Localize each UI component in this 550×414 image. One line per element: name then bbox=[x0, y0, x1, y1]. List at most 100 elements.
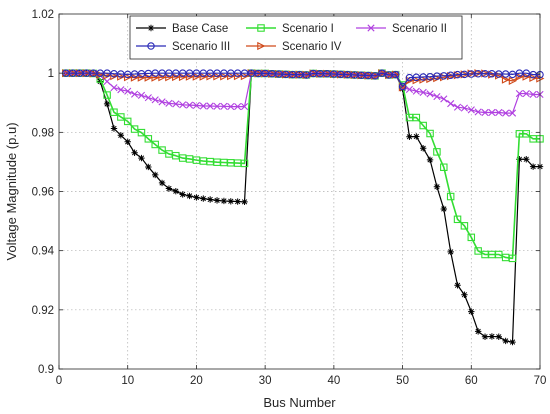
data-point bbox=[227, 198, 234, 205]
data-point bbox=[426, 156, 434, 164]
series-lines bbox=[62, 69, 545, 346]
data-point bbox=[502, 337, 509, 345]
x-tick-label: 40 bbox=[327, 375, 340, 387]
data-point bbox=[172, 100, 180, 108]
data-point bbox=[206, 102, 214, 110]
data-point bbox=[447, 100, 455, 108]
data-point bbox=[515, 89, 523, 98]
data-point bbox=[405, 76, 414, 85]
data-point bbox=[158, 98, 166, 106]
data-point bbox=[185, 72, 194, 81]
data-point bbox=[199, 72, 208, 81]
data-point bbox=[124, 138, 131, 145]
data-point bbox=[178, 72, 188, 82]
data-point bbox=[474, 108, 482, 116]
data-point bbox=[110, 125, 118, 132]
y-tick-label: 1.02 bbox=[32, 9, 54, 21]
data-point bbox=[446, 192, 455, 201]
legend-item: Scenario IV bbox=[246, 41, 342, 53]
y-tick-label: 1 bbox=[48, 68, 54, 80]
data-point bbox=[186, 192, 193, 200]
data-point bbox=[468, 308, 475, 315]
data-point bbox=[172, 72, 181, 82]
data-point bbox=[398, 82, 407, 91]
data-point bbox=[426, 90, 434, 98]
legend-label: Base Case bbox=[172, 23, 228, 35]
data-point bbox=[495, 333, 502, 340]
data-point bbox=[213, 72, 222, 81]
data-point bbox=[117, 72, 126, 81]
legend-item: Scenario I bbox=[246, 23, 334, 35]
data-point bbox=[453, 103, 462, 111]
data-point bbox=[185, 101, 194, 109]
data-point bbox=[419, 88, 427, 96]
data-point bbox=[515, 72, 524, 81]
data-point bbox=[220, 72, 229, 81]
data-point bbox=[172, 188, 180, 195]
data-point bbox=[240, 159, 249, 168]
y-tick-label: 0.92 bbox=[32, 305, 54, 317]
x-tick-label: 10 bbox=[121, 375, 134, 387]
data-point bbox=[433, 183, 441, 190]
data-point bbox=[206, 196, 214, 203]
data-point bbox=[412, 113, 421, 122]
data-point bbox=[103, 71, 112, 80]
data-point bbox=[130, 90, 139, 98]
legend-item: Scenario III bbox=[136, 41, 230, 53]
series-scenario-iii bbox=[62, 69, 544, 91]
legend-box bbox=[129, 15, 463, 60]
data-point bbox=[433, 92, 441, 101]
data-point bbox=[406, 133, 413, 140]
data-point bbox=[529, 163, 537, 170]
data-point bbox=[501, 75, 511, 84]
data-point bbox=[117, 86, 125, 94]
data-point bbox=[508, 70, 517, 79]
data-point bbox=[240, 103, 249, 111]
data-point bbox=[460, 104, 469, 112]
data-point bbox=[440, 163, 448, 171]
data-point bbox=[447, 248, 454, 256]
data-point bbox=[165, 73, 174, 82]
data-point bbox=[419, 121, 427, 130]
data-point bbox=[199, 102, 207, 110]
data-point bbox=[97, 78, 104, 85]
data-point bbox=[131, 149, 138, 156]
y-tick-label: 0.98 bbox=[32, 127, 54, 139]
x-tick-label: 20 bbox=[190, 375, 203, 387]
data-point bbox=[192, 72, 201, 81]
data-point bbox=[213, 102, 221, 110]
data-point bbox=[103, 91, 111, 99]
data-point bbox=[412, 87, 420, 95]
data-point bbox=[440, 205, 447, 213]
legend-item: Scenario II bbox=[356, 23, 447, 35]
data-point bbox=[227, 103, 235, 111]
y-tick-label: 0.94 bbox=[32, 246, 55, 258]
data-point bbox=[227, 72, 236, 81]
data-point bbox=[103, 77, 111, 86]
data-point bbox=[405, 85, 414, 94]
data-point bbox=[144, 94, 152, 102]
data-point bbox=[206, 72, 215, 81]
data-point bbox=[433, 148, 441, 156]
data-point bbox=[488, 108, 496, 117]
data-point bbox=[371, 72, 379, 80]
data-point bbox=[117, 113, 125, 121]
data-point bbox=[110, 108, 118, 116]
data-point bbox=[151, 140, 159, 149]
data-point bbox=[508, 76, 517, 85]
y-axis-label: Voltage Magnitude (p.u) bbox=[4, 122, 19, 260]
data-point bbox=[529, 73, 538, 82]
data-point bbox=[213, 197, 221, 204]
data-point bbox=[241, 198, 248, 206]
data-point bbox=[137, 91, 146, 99]
data-point bbox=[137, 73, 146, 82]
data-point bbox=[179, 191, 186, 198]
legend-item: Base Case bbox=[136, 23, 228, 35]
legend-swatch-marker bbox=[257, 41, 266, 51]
data-point bbox=[523, 156, 530, 163]
data-point bbox=[145, 163, 152, 171]
data-point bbox=[509, 338, 516, 346]
data-point bbox=[481, 108, 489, 117]
data-point bbox=[138, 154, 145, 162]
